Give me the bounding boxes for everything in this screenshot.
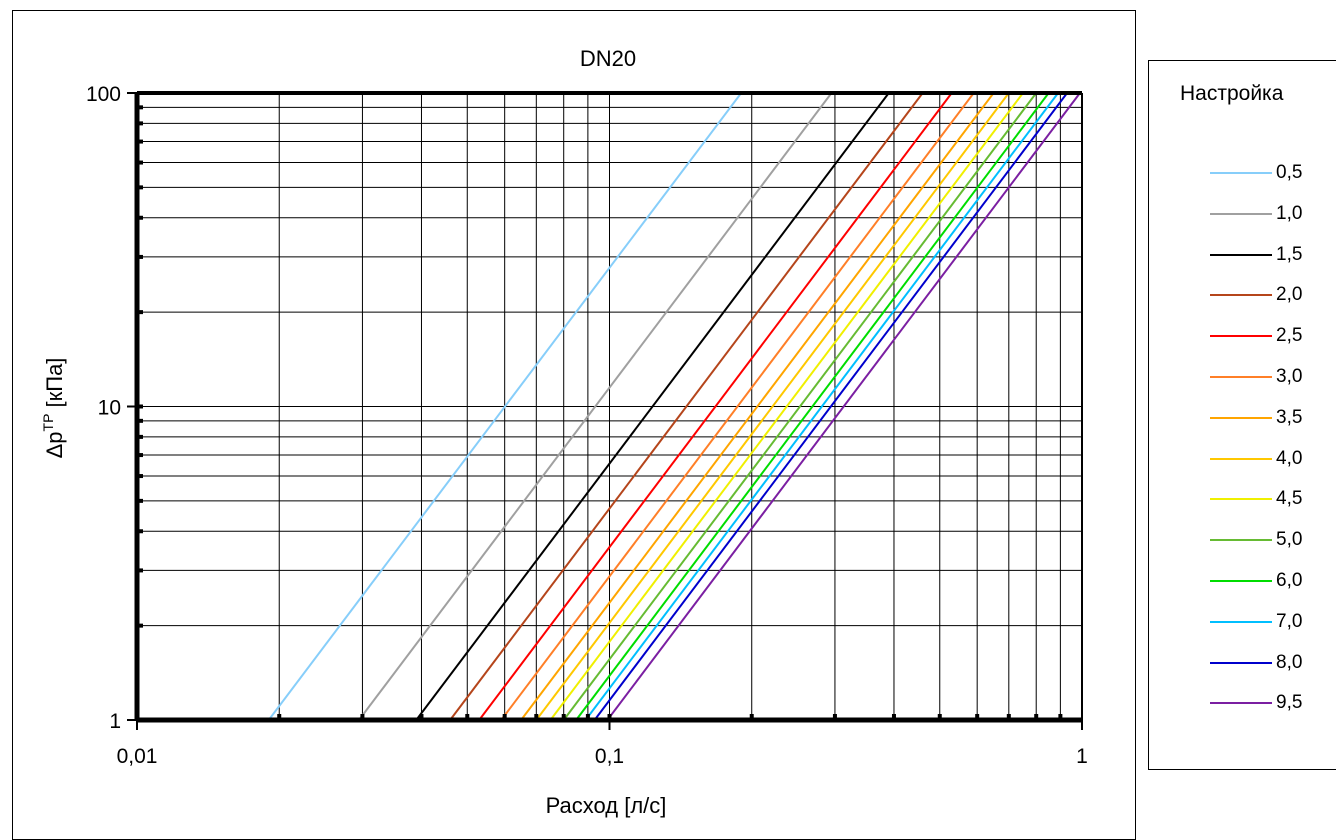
legend-swatch — [1210, 457, 1272, 460]
y-axis-label-main: Δp — [42, 431, 67, 458]
x-axis-label: Расход [л/с] — [546, 793, 667, 818]
legend-item: 2,5 — [1210, 324, 1336, 348]
legend-swatch — [1210, 620, 1272, 623]
legend-label: 1,0 — [1276, 202, 1303, 224]
legend-label: 5,0 — [1276, 529, 1303, 551]
legend-label: 4,0 — [1276, 447, 1303, 469]
y-axis-label: ΔpTP [кПа] — [40, 358, 67, 459]
legend-swatch — [1210, 172, 1272, 174]
legend-swatch — [1210, 702, 1272, 705]
legend-item: 9,5 — [1210, 691, 1336, 715]
series-line-3-0 — [500, 92, 975, 721]
y-tick-label: 10 — [98, 397, 121, 420]
y-tick-label: 100 — [86, 83, 121, 106]
legend-label: 9,5 — [1276, 692, 1303, 714]
legend-swatch — [1210, 253, 1272, 256]
chart-title: DN20 — [580, 46, 636, 71]
legend-label: 6,0 — [1276, 570, 1303, 591]
legend-swatch — [1210, 294, 1272, 297]
series-line-4-0 — [535, 92, 1010, 721]
series-line-0-5 — [267, 92, 743, 721]
legend — [1148, 60, 1336, 770]
legend-item: 1,5 — [1210, 243, 1336, 267]
legend-item: 6,0 — [1210, 569, 1336, 593]
y-tick-label: 1 — [109, 710, 121, 733]
legend-swatch — [1210, 539, 1272, 542]
legend-swatch — [1210, 661, 1272, 664]
legend-swatch — [1210, 212, 1272, 215]
legend-item: 2,0 — [1210, 283, 1336, 307]
series-line-4-5 — [549, 92, 1024, 721]
legend-swatch — [1210, 580, 1272, 582]
legend-swatch — [1210, 376, 1272, 378]
legend-label: 0,5 — [1276, 162, 1303, 183]
legend-swatch — [1210, 416, 1272, 419]
y-axis-label-unit: [кПа] — [42, 358, 67, 414]
legend-swatch — [1210, 335, 1272, 338]
axes — [127, 91, 1083, 730]
series-lines — [267, 92, 1081, 721]
legend-label: 2,0 — [1276, 284, 1303, 306]
x-tick-label: 0,01 — [117, 745, 158, 768]
tick-labels: 0,01 0,1 1 1 10 100 — [86, 83, 1088, 768]
series-line-7-0 — [584, 92, 1059, 721]
legend-label: 1,5 — [1276, 243, 1303, 265]
x-tick-label: 0,1 — [595, 745, 624, 768]
series-line-2-5 — [478, 92, 953, 721]
legend-title: Настройка — [1180, 82, 1284, 105]
series-line-6-0 — [575, 92, 1050, 721]
x-tick-label: 1 — [1076, 745, 1088, 768]
series-line-5-0 — [562, 92, 1038, 721]
legend-item: 5,0 — [1210, 528, 1336, 552]
series-line-3-5 — [520, 92, 995, 721]
legend-swatch — [1210, 498, 1272, 501]
legend-item: 4,0 — [1210, 447, 1336, 471]
legend-label: 2,5 — [1276, 325, 1303, 347]
legend-item: 3,5 — [1210, 406, 1336, 430]
legend-item: 4,5 — [1210, 487, 1336, 511]
series-line-9-5 — [606, 92, 1081, 721]
series-line-1-5 — [415, 92, 890, 721]
legend-item: 0,5 — [1210, 161, 1336, 185]
legend-label: 4,5 — [1276, 488, 1303, 510]
legend-item: 7,0 — [1210, 610, 1336, 634]
legend-label: 8,0 — [1276, 651, 1303, 673]
legend-item: 1,0 — [1210, 202, 1336, 226]
legend-label: 7,0 — [1276, 610, 1303, 632]
y-axis-label-superscript: TP — [40, 414, 56, 432]
chart-frame — [12, 10, 1136, 840]
legend-item: 8,0 — [1210, 651, 1336, 675]
grid-lines — [137, 93, 1082, 720]
series-line-2-0 — [449, 92, 924, 721]
series-line-8-0 — [593, 92, 1068, 721]
legend-label: 3,0 — [1276, 366, 1303, 387]
series-line-1-0 — [358, 92, 833, 721]
legend-label: 3,5 — [1276, 406, 1303, 428]
legend-item: 3,0 — [1210, 365, 1336, 389]
